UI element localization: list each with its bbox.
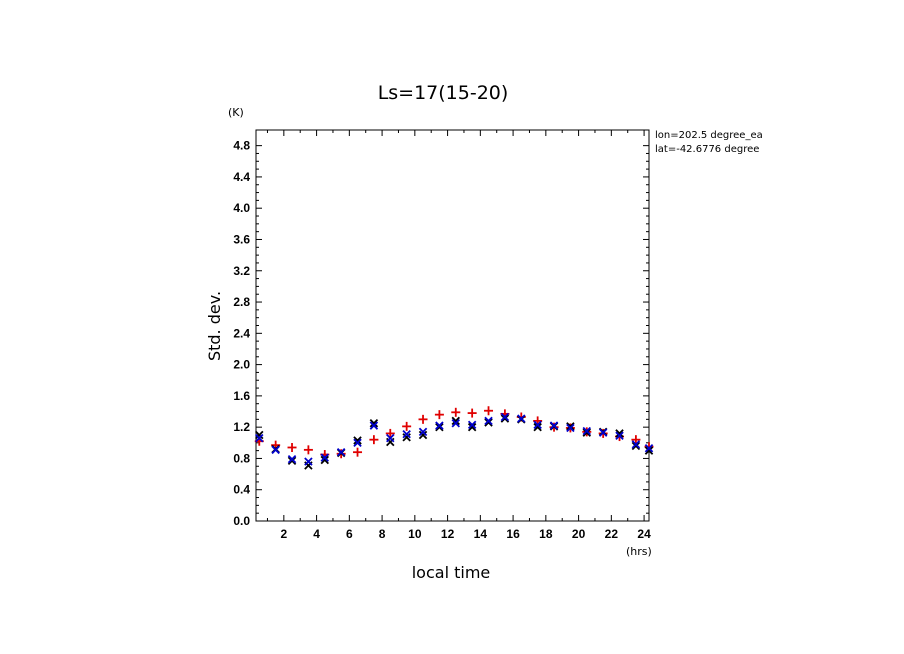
data-point-series-2	[402, 433, 411, 442]
data-point-series-2	[353, 436, 362, 445]
data-point-series-3	[517, 414, 526, 423]
data-point-series-1	[484, 406, 494, 416]
x-tick-label: 22	[605, 527, 619, 541]
x-tick-label: 16	[506, 527, 520, 541]
x-tick-label: 2	[280, 527, 287, 541]
data-point-series-2	[467, 422, 477, 432]
plot-frame	[255, 129, 650, 522]
data-markers	[254, 406, 654, 470]
data-point-series-2	[615, 429, 624, 438]
data-point-series-3	[484, 416, 493, 426]
data-point-series-3	[320, 453, 330, 462]
y-unit: (K)	[228, 106, 244, 119]
data-point-series-3	[336, 447, 346, 457]
data-point-series-3	[353, 438, 362, 448]
data-point-series-2	[644, 446, 654, 455]
axis-ticks: 0.0 0.4 0.8 1.2 1.6 2.0 2.4 2.8 3.2 3.6 4.0 4.4 4.8 2…	[233, 130, 651, 541]
data-point-series-2	[500, 414, 510, 423]
data-point-series-3	[533, 420, 542, 430]
x-tick-label: 14	[474, 527, 488, 541]
data-point-series-1	[451, 407, 461, 417]
x-tick-label: 18	[539, 527, 553, 541]
x-axis-title: local time	[412, 563, 491, 582]
y-tick-label: 0.4	[233, 483, 250, 497]
data-point-series-3	[369, 421, 379, 430]
data-point-series-2	[418, 430, 428, 440]
y-tick-label: 4.8	[233, 139, 250, 153]
data-point-series-3	[386, 433, 395, 443]
data-point-series-1	[287, 442, 297, 452]
data-point-series-2	[320, 455, 330, 465]
y-tick-label: 0.0	[233, 514, 250, 528]
data-point-series-1	[418, 414, 428, 424]
data-point-series-1	[402, 421, 412, 431]
data-point-series-1	[631, 435, 641, 445]
x-tick-label: 12	[441, 527, 455, 541]
annotation-lon: lon=202.5 degree_ea	[655, 130, 763, 141]
data-point-series-3	[402, 429, 411, 439]
data-point-series-2	[287, 456, 297, 466]
data-point-series-1	[353, 447, 363, 457]
data-point-series-2	[484, 418, 493, 427]
x-unit: (hrs)	[626, 545, 652, 558]
y-tick-label: 0.8	[233, 451, 250, 465]
data-point-series-3	[418, 427, 428, 437]
data-point-series-3	[451, 419, 461, 428]
data-point-series-2	[582, 428, 592, 437]
annotation-lat: lat=-42.6776 degree	[655, 144, 759, 155]
y-tick-label: 3.2	[233, 264, 250, 278]
data-point-series-2	[533, 422, 542, 432]
y-tick-label: 4.4	[233, 170, 250, 184]
y-tick-label: 2.0	[233, 358, 250, 372]
data-point-series-1	[385, 428, 395, 438]
data-point-series-3	[615, 431, 624, 440]
data-point-series-2	[435, 422, 444, 432]
data-point-series-3	[255, 433, 264, 443]
data-point-series-3	[500, 412, 510, 422]
x-tick-label: 8	[379, 527, 386, 541]
y-tick-label: 1.2	[233, 420, 250, 434]
data-point-series-3	[598, 428, 608, 437]
x-tick-label: 24	[637, 527, 651, 541]
data-point-series-2	[451, 416, 461, 426]
x-tick-label: 10	[408, 527, 422, 541]
data-point-series-3	[582, 426, 592, 436]
data-point-series-3	[566, 423, 575, 433]
y-tick-label: 3.6	[233, 232, 250, 246]
y-axis-title: Std. dev.	[205, 291, 224, 361]
data-point-series-3	[549, 421, 559, 430]
chart-title: Ls=17(15-20)	[378, 82, 509, 104]
y-tick-label: 1.6	[233, 389, 250, 403]
data-point-series-3	[467, 420, 477, 430]
x-tick-label: 20	[572, 527, 586, 541]
data-point-series-1	[434, 410, 444, 420]
data-point-series-3	[644, 444, 654, 453]
data-point-series-1	[303, 445, 313, 455]
data-point-series-2	[255, 430, 264, 440]
data-point-series-2	[369, 419, 379, 428]
data-point-series-1	[369, 435, 379, 445]
data-point-series-3	[287, 454, 297, 464]
y-tick-label: 2.8	[233, 295, 250, 309]
data-point-series-3	[271, 445, 280, 455]
data-point-series-2	[566, 422, 575, 431]
y-tick-label: 2.4	[233, 326, 250, 340]
data-point-series-1	[467, 408, 477, 418]
x-tick-label: 4	[313, 527, 320, 541]
y-tick-label: 4.0	[233, 201, 250, 215]
data-point-series-2	[631, 441, 641, 451]
x-tick-label: 6	[346, 527, 353, 541]
data-point-series-3	[304, 457, 313, 466]
data-point-series-3	[631, 440, 641, 449]
data-point-series-3	[435, 421, 444, 430]
